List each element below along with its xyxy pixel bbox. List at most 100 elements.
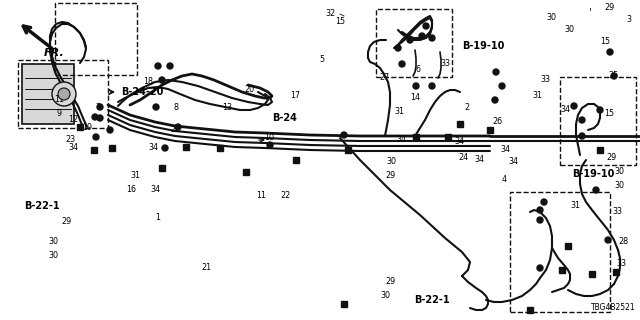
Circle shape — [537, 265, 543, 271]
Text: 31: 31 — [130, 172, 140, 180]
Circle shape — [429, 83, 435, 89]
Circle shape — [97, 104, 103, 110]
Circle shape — [429, 35, 435, 41]
Text: 26: 26 — [492, 117, 502, 126]
Text: 30: 30 — [546, 13, 556, 22]
Circle shape — [597, 107, 603, 113]
Circle shape — [593, 187, 599, 193]
Circle shape — [58, 88, 70, 100]
Text: FR.: FR. — [44, 48, 65, 58]
Text: 19: 19 — [82, 124, 92, 132]
Text: 20: 20 — [170, 125, 180, 134]
Text: 30: 30 — [614, 181, 624, 190]
Text: 31: 31 — [570, 202, 580, 211]
Text: 29: 29 — [606, 154, 616, 163]
Text: 30: 30 — [564, 26, 574, 35]
Text: 23: 23 — [66, 135, 76, 145]
Circle shape — [341, 132, 347, 138]
Circle shape — [537, 217, 543, 223]
Text: 34: 34 — [150, 186, 160, 195]
Text: 16: 16 — [126, 186, 136, 195]
Circle shape — [407, 37, 413, 43]
Circle shape — [607, 49, 613, 55]
Text: 24: 24 — [458, 154, 468, 163]
Circle shape — [537, 207, 543, 213]
Text: 30: 30 — [48, 237, 58, 246]
Text: B-19-10: B-19-10 — [462, 41, 504, 51]
Circle shape — [399, 61, 405, 67]
Text: 29: 29 — [604, 4, 614, 12]
Text: 11: 11 — [54, 95, 64, 105]
Circle shape — [93, 134, 99, 140]
Circle shape — [267, 142, 273, 148]
Text: 5: 5 — [319, 55, 324, 65]
Circle shape — [155, 63, 161, 69]
Circle shape — [107, 127, 113, 133]
Circle shape — [423, 23, 429, 29]
Text: 21: 21 — [201, 263, 211, 273]
Text: 34: 34 — [474, 156, 484, 164]
Text: 30: 30 — [380, 292, 390, 300]
Text: B-19-10: B-19-10 — [572, 169, 614, 179]
Circle shape — [92, 114, 98, 120]
Circle shape — [499, 83, 505, 89]
Text: 8: 8 — [173, 103, 178, 113]
Circle shape — [579, 117, 585, 123]
Circle shape — [579, 133, 585, 139]
Circle shape — [541, 199, 547, 205]
Text: 27: 27 — [380, 73, 390, 82]
Text: 9: 9 — [57, 109, 62, 118]
Text: B-22-1: B-22-1 — [24, 201, 60, 211]
Text: 4: 4 — [502, 175, 506, 185]
Text: 14: 14 — [410, 93, 420, 102]
Text: 6: 6 — [415, 66, 420, 75]
Text: 33: 33 — [540, 76, 550, 84]
Text: 1: 1 — [156, 213, 161, 222]
Text: 30: 30 — [386, 157, 396, 166]
Circle shape — [175, 124, 181, 130]
Text: 31: 31 — [532, 92, 542, 100]
Circle shape — [159, 77, 165, 83]
Text: TBG4B2521: TBG4B2521 — [591, 303, 636, 312]
Circle shape — [605, 237, 611, 243]
Text: 15: 15 — [600, 37, 610, 46]
Circle shape — [395, 45, 401, 51]
Text: 11: 11 — [256, 191, 266, 201]
Text: 12: 12 — [68, 116, 78, 124]
Text: 34: 34 — [68, 143, 78, 153]
Circle shape — [419, 33, 425, 39]
Text: 28: 28 — [618, 237, 628, 246]
Text: 13: 13 — [222, 103, 232, 113]
Circle shape — [571, 103, 577, 109]
Circle shape — [611, 73, 617, 79]
Text: 34: 34 — [508, 157, 518, 166]
Text: 34: 34 — [500, 146, 510, 155]
Text: 34: 34 — [454, 138, 464, 147]
FancyBboxPatch shape — [22, 64, 74, 124]
Circle shape — [162, 145, 168, 151]
Text: 29: 29 — [61, 218, 72, 227]
Circle shape — [413, 83, 419, 89]
Text: 15: 15 — [604, 109, 614, 118]
Text: B-22-1: B-22-1 — [414, 295, 450, 305]
Text: 34: 34 — [148, 143, 158, 153]
Text: 20: 20 — [244, 85, 254, 94]
Text: 22: 22 — [280, 191, 291, 201]
Circle shape — [493, 69, 499, 75]
Circle shape — [52, 82, 76, 106]
Text: 34: 34 — [560, 106, 570, 115]
Text: 30: 30 — [614, 167, 624, 177]
Text: 29: 29 — [386, 277, 396, 286]
Text: 2: 2 — [464, 103, 469, 113]
Text: 29: 29 — [386, 172, 396, 180]
Circle shape — [167, 63, 173, 69]
Text: 30: 30 — [48, 252, 58, 260]
Text: 10: 10 — [264, 133, 274, 142]
Circle shape — [492, 97, 498, 103]
Text: 33: 33 — [612, 207, 622, 217]
Text: 33: 33 — [440, 60, 450, 68]
Text: 33: 33 — [616, 260, 626, 268]
Circle shape — [153, 104, 159, 110]
Text: 34: 34 — [396, 135, 406, 145]
Text: 31: 31 — [394, 108, 404, 116]
